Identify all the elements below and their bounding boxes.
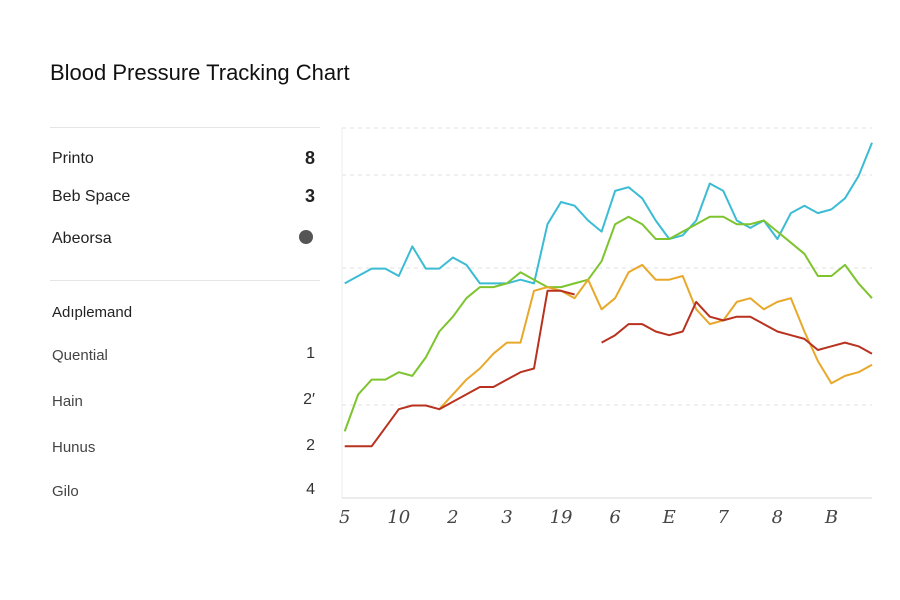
stat-label: Abeorsa [52,230,112,247]
stat-label: Printo [52,150,94,167]
line-series [344,142,873,285]
x-tick-label: 2 [446,507,458,528]
x-tick-label: 19 [550,507,573,528]
item-label: Quential [52,347,108,364]
item-value: 2 [306,437,315,454]
item-label: Gilo [52,483,79,500]
line-series [343,215,873,432]
x-tick-label: 6 [609,507,620,528]
page-title: Blood Pressure Tracking Chart [50,60,350,85]
status-icon [299,230,313,244]
item-value: 1 [306,345,315,362]
divider [50,127,320,128]
stat-value: 8 [304,148,315,168]
stat-label: Beb Space [52,188,131,205]
x-tick-label: 10 [387,507,410,528]
x-tick-label: 3 [501,507,512,528]
item-label: Hunus [52,439,96,456]
x-tick-label: B [824,507,838,528]
x-tick-label: 5 [339,507,350,528]
item-label: Hain [52,393,83,410]
divider [50,280,320,281]
x-tick-label: 7 [718,507,730,528]
line-series [344,289,873,448]
line-series [438,263,873,410]
x-tick-label: 8 [772,507,783,528]
x-tick-label: E [662,507,676,528]
section-title: Adıplemand [52,304,133,321]
item-value: 4 [306,481,315,498]
item-value: 2′ [303,391,315,408]
stat-value: 3 [304,186,315,206]
